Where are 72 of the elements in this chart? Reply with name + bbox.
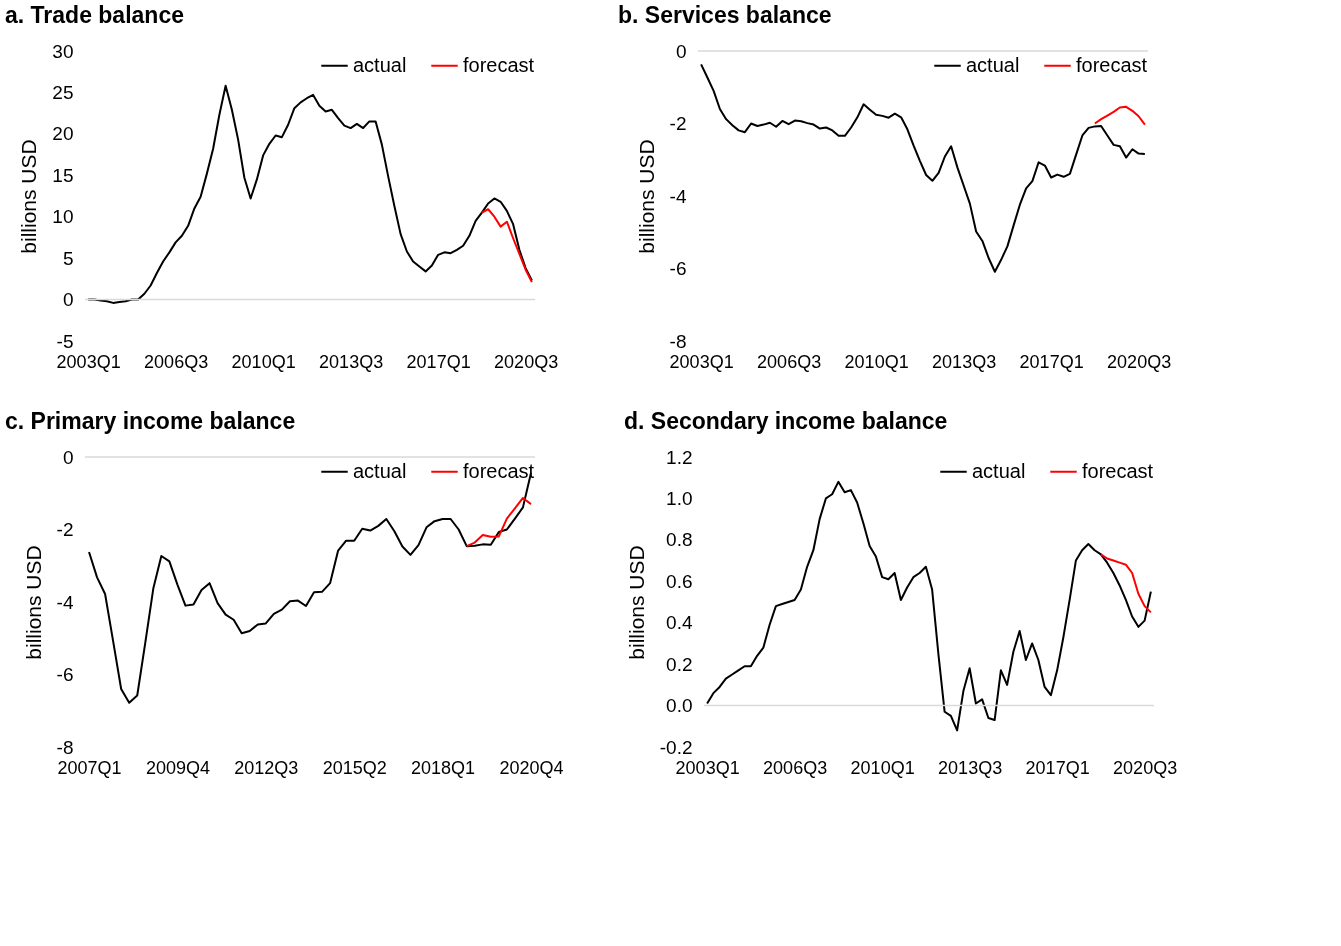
x-tick-label: 2003Q1	[56, 351, 121, 372]
x-tick-label: 2020Q3	[1113, 757, 1178, 778]
y-tick-label: -5	[56, 330, 74, 352]
chart-title: c. Primary income balance	[5, 408, 296, 434]
y-tick-label: 0.2	[666, 653, 693, 675]
y-tick-label: 1.0	[666, 487, 693, 509]
x-tick-label: 2010Q1	[231, 351, 296, 372]
x-tick-label: 2015Q2	[322, 757, 387, 778]
line-series	[706, 480, 1152, 732]
y-tick-label: 0.4	[666, 612, 693, 634]
y-tick-label: 0	[62, 446, 74, 468]
x-tick-label: 2006Q3	[763, 757, 828, 778]
line-series	[480, 208, 533, 284]
y-tick-label: 0	[62, 289, 74, 311]
y-axis-title: billions USD	[21, 545, 45, 660]
x-tick-label: 2010Q1	[844, 351, 909, 372]
line-series	[87, 84, 533, 304]
x-tick-label: 2003Q1	[669, 351, 734, 372]
x-tick-label: 2003Q1	[675, 757, 740, 778]
x-tick-label: 2006Q3	[144, 351, 209, 372]
chart-title: b. Services balance	[618, 2, 832, 28]
y-tick-label: -2	[56, 519, 74, 540]
x-tick-label: 2009Q4	[145, 757, 210, 778]
y-tick-label: 10	[52, 206, 74, 228]
y-tick-label: 20	[52, 123, 74, 145]
legend-label: forecast	[463, 53, 535, 76]
y-axis-title: billions USD	[624, 545, 648, 660]
x-tick-label: 2013Q3	[938, 757, 1003, 778]
legend-label: forecast	[1076, 53, 1148, 76]
y-tick-label: -4	[56, 591, 74, 613]
x-tick-label: 2012Q3	[234, 757, 299, 778]
x-tick-label: 2020Q3	[494, 351, 559, 372]
y-tick-label: 0.0	[666, 695, 693, 717]
y-tick-label: -0.2	[659, 736, 693, 758]
y-tick-label: -6	[56, 664, 74, 685]
y-axis-title: billions USD	[634, 139, 658, 254]
chart-title: d. Secondary income balance	[624, 408, 948, 434]
x-tick-label: 2018Q1	[411, 757, 476, 778]
y-tick-label: 15	[52, 164, 74, 186]
x-tick-label: 2020Q3	[1107, 351, 1172, 372]
legend-label: forecast	[463, 459, 535, 482]
legend-label: actual	[966, 53, 1020, 76]
line-series	[465, 496, 532, 548]
y-tick-label: 0.8	[666, 529, 693, 551]
y-axis-title: billions USD	[17, 139, 41, 254]
legend-label: actual	[353, 459, 407, 482]
x-tick-label: 2013Q3	[319, 351, 384, 372]
x-tick-label: 2020Q4	[499, 757, 564, 778]
x-tick-label: 2007Q1	[57, 757, 122, 778]
y-tick-label: -6	[669, 258, 687, 279]
y-tick-label: 0	[675, 40, 687, 62]
y-tick-label: 0.6	[666, 570, 693, 592]
legend-label: actual	[353, 53, 407, 76]
line-series	[1093, 105, 1146, 126]
line-series	[1099, 553, 1152, 614]
legend-label: forecast	[1082, 459, 1154, 482]
x-tick-label: 2010Q1	[850, 757, 915, 778]
y-tick-label: -8	[56, 736, 74, 758]
x-tick-label: 2013Q3	[932, 351, 997, 372]
x-tick-label: 2017Q1	[1019, 351, 1084, 372]
y-tick-label: -8	[669, 330, 687, 352]
y-tick-label: -2	[669, 113, 687, 134]
x-tick-label: 2017Q1	[1025, 757, 1090, 778]
legend-label: actual	[972, 459, 1026, 482]
y-tick-label: 25	[52, 81, 74, 103]
chart-title: a. Trade balance	[5, 2, 184, 28]
y-tick-label: -4	[669, 185, 687, 207]
y-tick-label: 5	[62, 247, 74, 269]
x-tick-label: 2017Q1	[406, 351, 471, 372]
x-tick-label: 2006Q3	[757, 351, 822, 372]
y-tick-label: 1.2	[666, 446, 693, 468]
y-tick-label: 30	[52, 40, 74, 62]
